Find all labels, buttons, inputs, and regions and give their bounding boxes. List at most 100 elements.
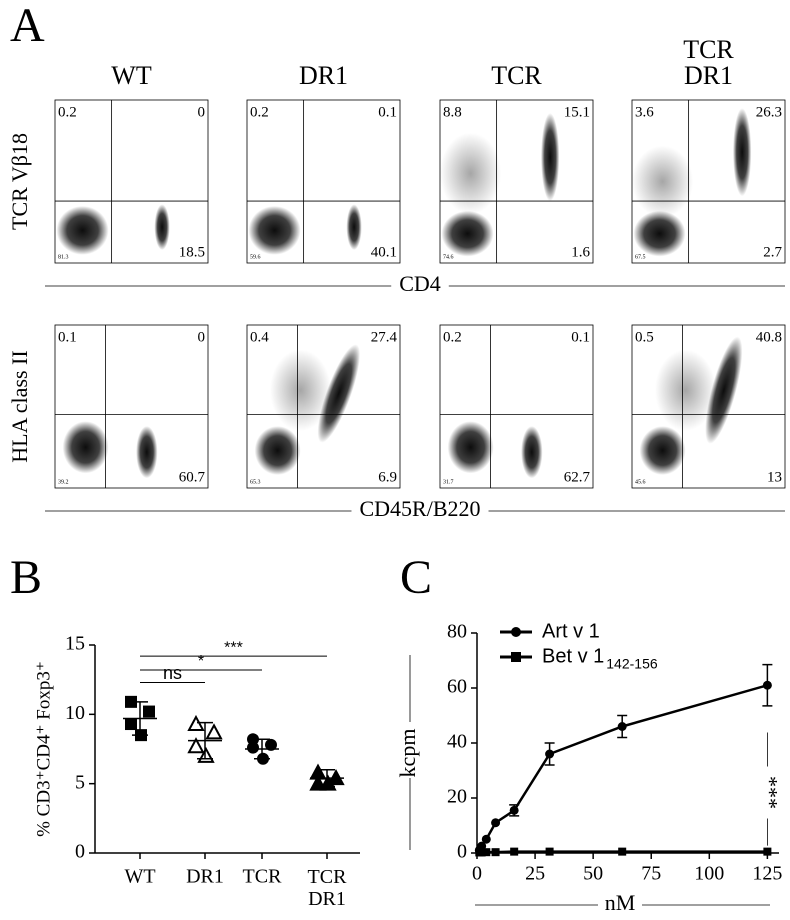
y-tick-label: 15 <box>65 633 85 655</box>
flow-plot: 0.2 0 18.5 81.3 <box>54 99 209 264</box>
point <box>509 805 519 815</box>
y-tick-label: 80 <box>447 621 467 643</box>
y-tick-label: 10 <box>65 702 85 724</box>
y-axis-label: kcpm <box>395 729 420 778</box>
point <box>510 847 519 856</box>
point <box>187 737 205 754</box>
x-tick-label: DR1 <box>186 866 224 888</box>
column-header: TCR DR1 <box>683 35 734 90</box>
event-cloud <box>440 132 502 215</box>
event-cloud <box>56 205 109 255</box>
quadrant-value: 65.3 <box>250 479 261 485</box>
column-header: TCR <box>491 61 542 90</box>
plot-frame <box>246 324 401 489</box>
quadrant-value: 0.2 <box>443 329 462 345</box>
x-tick-label: 0 <box>472 863 482 885</box>
event-cloud <box>633 210 686 257</box>
x-axis-label: nM <box>605 890 636 915</box>
event-cloud <box>136 426 158 479</box>
quadrant-value: 74.6 <box>443 254 454 260</box>
point <box>545 749 555 759</box>
column-header: DR1 <box>299 61 348 90</box>
legend-marker <box>511 652 521 662</box>
point <box>205 723 223 740</box>
x-tick-label: TCR <box>243 866 283 888</box>
x-tick-label: 50 <box>583 863 603 885</box>
significance-label: *** <box>757 776 782 809</box>
quadrant-value: 8.8 <box>443 104 462 120</box>
y-tick-label: 60 <box>447 676 467 698</box>
event-cloud <box>447 421 494 474</box>
flow-plot: 0.5 40.8 13 45.6 <box>631 324 786 489</box>
point <box>265 738 277 751</box>
event-cloud <box>654 349 717 431</box>
y-tick-label: 20 <box>447 786 467 808</box>
plot-frame <box>439 99 594 264</box>
point <box>491 818 501 828</box>
x-tick-label: 25 <box>525 863 545 885</box>
quadrant-value: 1.6 <box>571 244 590 260</box>
x-tick-label: TCR DR1 <box>308 866 348 910</box>
plot-frame <box>631 324 786 489</box>
quadrant-value: 2.7 <box>763 244 782 260</box>
column-header: WT <box>111 61 152 90</box>
x-tick-label: WT <box>124 866 155 888</box>
event-cloud <box>639 426 686 475</box>
quadrant-value: 40.8 <box>756 329 782 345</box>
point <box>247 733 259 746</box>
plot-frame <box>54 99 209 264</box>
y-axis-label: HLA class II <box>7 350 32 462</box>
comparison-label: *** <box>224 639 243 656</box>
flow-plot: 3.6 26.3 2.7 67.5 <box>631 99 786 264</box>
quadrant-value: 40.1 <box>371 244 397 260</box>
event-cloud <box>346 204 362 250</box>
x-tick-label: 75 <box>641 863 661 885</box>
quadrant-value: 15.1 <box>564 104 590 120</box>
point <box>247 741 259 754</box>
quadrant-value: 60.7 <box>179 469 206 485</box>
sd-bar <box>197 721 213 760</box>
y-tick-label: 5 <box>75 771 85 793</box>
quadrant-value: 0.2 <box>250 104 269 120</box>
point <box>763 847 772 856</box>
y-axis-label: TCR Vβ18 <box>7 133 32 230</box>
quadrant-value: 26.3 <box>756 104 782 120</box>
point <box>477 848 486 857</box>
plot-frame <box>631 99 786 264</box>
sd-bar <box>254 738 270 760</box>
point <box>482 848 491 857</box>
event-cloud <box>254 426 301 475</box>
point <box>618 847 627 856</box>
panel-letter: A <box>10 0 45 52</box>
plot-frame <box>246 99 401 264</box>
x-axis-label: CD45R/B220 <box>359 496 480 521</box>
quadrant-value: 27.4 <box>371 329 398 345</box>
event-cloud <box>269 349 332 431</box>
quadrant-value: 59.6 <box>250 254 261 260</box>
flow-plot: 0.1 0 60.7 39.2 <box>54 324 209 489</box>
event-cloud <box>540 113 560 202</box>
flow-plot: 0.2 0.1 40.1 59.6 <box>246 99 401 264</box>
legend-label: Bet v 1 <box>542 645 604 667</box>
flow-plot: 8.8 15.1 1.6 74.6 <box>439 99 594 264</box>
quadrant-value: 18.5 <box>179 244 205 260</box>
event-cloud <box>248 205 301 255</box>
event-cloud <box>62 421 109 474</box>
panel-letter: C <box>400 551 432 604</box>
flow-plot: 0.4 27.4 6.9 65.3 <box>246 324 401 489</box>
point <box>762 680 772 690</box>
point <box>491 848 500 857</box>
event-cloud <box>521 426 543 479</box>
point <box>545 847 554 856</box>
y-tick-label: 0 <box>75 841 85 863</box>
y-tick-label: 0 <box>457 841 467 863</box>
event-cloud <box>441 210 494 257</box>
panel-letter: B <box>10 551 42 604</box>
point <box>125 695 137 708</box>
point <box>481 834 491 844</box>
quadrant-value: 0.4 <box>250 329 269 345</box>
quadrant-value: 0.2 <box>58 104 77 120</box>
quadrant-value: 13 <box>767 469 782 485</box>
series-line <box>478 684 768 851</box>
